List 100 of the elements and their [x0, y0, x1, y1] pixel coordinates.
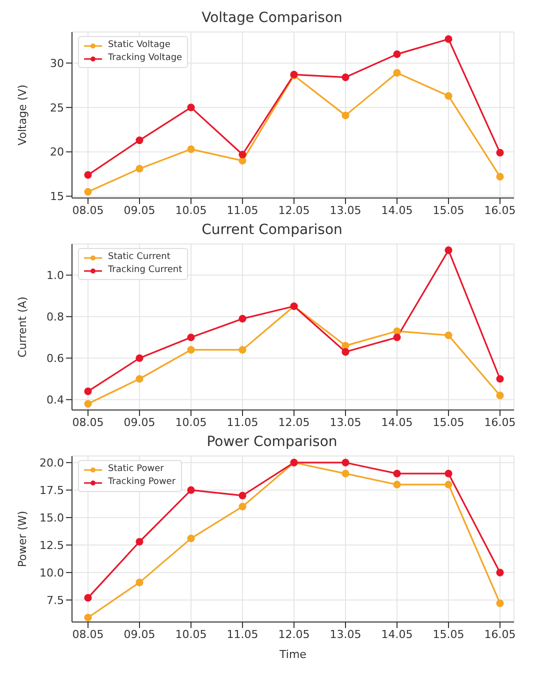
point [84, 614, 92, 622]
point [84, 400, 92, 408]
point [238, 492, 246, 500]
point [187, 486, 195, 494]
x-tick-label: 16.05 [484, 628, 516, 641]
point [496, 392, 504, 400]
point [238, 346, 246, 354]
x-tick-label: 08.05 [72, 204, 104, 217]
legend-label: Static Voltage [108, 39, 170, 52]
x-tick-label: 12.05 [278, 628, 310, 641]
point [393, 50, 401, 58]
point [342, 458, 350, 466]
point [136, 578, 144, 586]
point [393, 480, 401, 488]
x-tick-label: 15.05 [432, 416, 464, 429]
point [496, 375, 504, 383]
legend-label: Tracking Current [108, 264, 182, 277]
point [444, 92, 452, 100]
point [238, 156, 246, 165]
x-tick-label: 12.05 [278, 416, 310, 429]
y-axis-title: Power (W) [16, 510, 29, 568]
x-axis-title: Time [278, 648, 307, 661]
legend-label: Tracking Power [108, 476, 176, 489]
y-tick-label: 30 [50, 56, 64, 70]
point [238, 150, 246, 158]
point [136, 164, 144, 173]
y-tick-label: 10.0 [40, 566, 64, 580]
chart-title: Voltage Comparison [200, 9, 344, 28]
point [84, 388, 92, 396]
y-tick-label: 20.0 [40, 456, 64, 470]
x-tick-label: 14.05 [381, 204, 413, 217]
point [136, 375, 144, 383]
x-tick-label: 10.05 [175, 628, 207, 641]
x-tick-label: 16.05 [484, 204, 516, 217]
x-tick-label: 14.05 [381, 628, 413, 641]
point [393, 470, 401, 478]
x-tick-label: 15.05 [432, 204, 464, 217]
point [444, 470, 452, 478]
x-tick-label: 15.05 [432, 628, 464, 641]
y-axis-title: Voltage (V) [16, 84, 29, 146]
y-tick-label: 17.5 [40, 484, 64, 497]
point [84, 171, 92, 179]
point [496, 568, 504, 576]
point [342, 342, 350, 350]
point [496, 172, 504, 180]
x-tick-label: 14.05 [381, 416, 413, 429]
y-tick-label: 20 [50, 146, 64, 159]
point [187, 346, 195, 354]
x-tick-label: 13.05 [330, 628, 362, 641]
legend-label: Tracking Voltage [108, 52, 182, 65]
legend-label: Static Current [108, 251, 170, 264]
x-tick-label: 11.05 [226, 416, 258, 429]
point [393, 334, 401, 342]
point [393, 69, 401, 77]
y-axis-title: Current (A) [16, 296, 29, 358]
point [342, 73, 350, 82]
point [444, 480, 452, 488]
point [496, 148, 504, 157]
x-tick-label: 13.05 [330, 204, 362, 217]
x-tick-label: 09.05 [124, 204, 156, 217]
point [238, 502, 246, 510]
x-tick-label: 11.05 [226, 628, 258, 641]
point [342, 470, 350, 478]
x-tick-label: 09.05 [124, 628, 156, 641]
point [444, 35, 452, 43]
x-tick-label: 10.05 [175, 416, 207, 429]
chart-title: Power Comparison [206, 433, 338, 452]
point [187, 534, 195, 542]
point [342, 112, 350, 120]
y-tick-label: 15 [50, 190, 64, 204]
point [496, 600, 504, 608]
point [136, 538, 144, 546]
y-tick-label: 0.8 [46, 310, 64, 324]
x-tick-label: 12.05 [278, 204, 310, 217]
point [136, 136, 144, 144]
x-tick-label: 08.05 [72, 416, 104, 429]
point [444, 246, 452, 254]
y-tick-label: 1.0 [46, 269, 64, 282]
point [238, 314, 246, 322]
x-tick-label: 13.05 [330, 416, 362, 429]
x-tick-label: 10.05 [175, 204, 207, 217]
y-tick-label: 0.6 [46, 352, 64, 366]
y-tick-label: 7.5 [46, 594, 64, 607]
y-tick-label: 25 [50, 101, 64, 114]
x-tick-label: 16.05 [484, 416, 516, 429]
point [393, 327, 401, 335]
point [342, 348, 350, 356]
point [444, 332, 452, 340]
chart-title: Current Comparison [200, 221, 344, 240]
x-tick-label: 09.05 [124, 416, 156, 429]
y-tick-label: 15.0 [40, 511, 64, 524]
x-tick-label: 08.05 [72, 628, 104, 641]
legend-label: Static Power [108, 463, 164, 476]
point [136, 354, 144, 362]
point [84, 188, 92, 196]
point [187, 145, 195, 153]
y-tick-label: 0.4 [46, 394, 64, 407]
x-tick-label: 11.05 [226, 204, 258, 217]
y-tick-label: 12.5 [40, 538, 64, 552]
point [84, 594, 92, 602]
